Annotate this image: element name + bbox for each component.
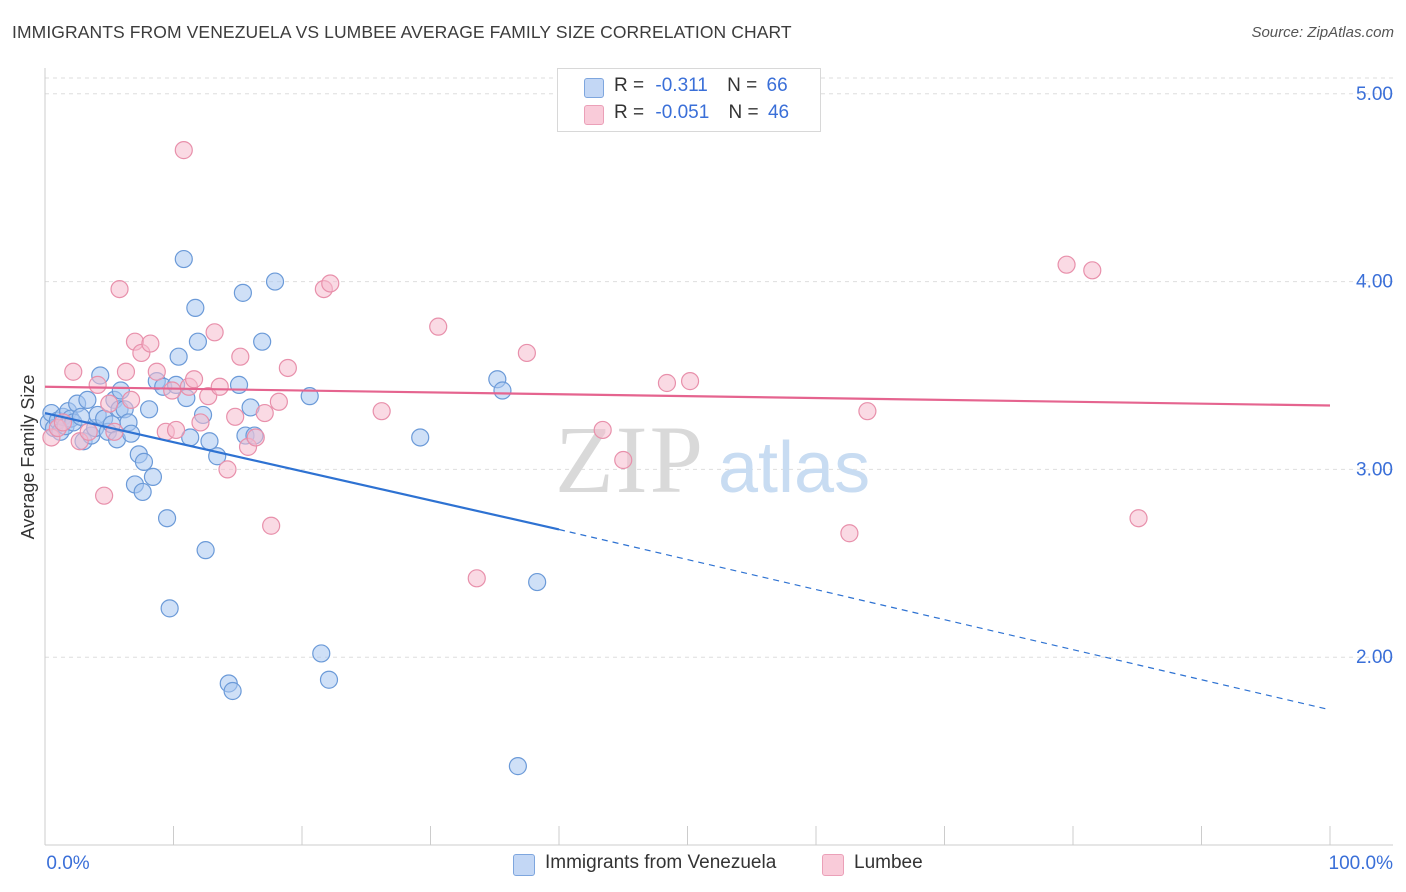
point-lumbee	[64, 362, 83, 381]
point-lumbee	[1129, 509, 1148, 528]
point-lumbee	[110, 279, 129, 299]
trend-line-lumbee	[44, 385, 1331, 407]
trend-line-venezuela	[44, 411, 560, 531]
point-lumbee	[467, 569, 486, 588]
x-tick-label: 0.0%	[46, 853, 89, 874]
point-lumbee	[429, 317, 448, 336]
point-lumbee	[121, 390, 141, 410]
point-lumbee	[269, 392, 288, 411]
bottom-legend-swatch-lumbee	[822, 854, 844, 876]
point-venezuela	[160, 599, 179, 618]
point-venezuela	[200, 432, 219, 451]
point-lumbee	[680, 372, 700, 391]
point-venezuela	[265, 272, 285, 291]
point-lumbee	[174, 141, 193, 160]
point-venezuela	[528, 572, 547, 592]
watermark-atlas: atlas	[718, 428, 870, 508]
point-lumbee	[1083, 261, 1102, 280]
legend-n-label: N =	[728, 102, 759, 123]
point-venezuela	[143, 467, 163, 487]
point-venezuela	[139, 400, 159, 419]
point-venezuela	[253, 332, 272, 351]
bottom-legend-swatch-venezuela	[513, 854, 535, 876]
point-lumbee	[88, 375, 107, 394]
gridlines	[45, 77, 1393, 658]
legend-swatch-lumbee	[584, 105, 604, 125]
point-lumbee	[278, 358, 297, 378]
point-lumbee	[593, 420, 612, 440]
point-lumbee	[1057, 255, 1076, 274]
legend-swatch-venezuela	[584, 78, 604, 98]
x-tick-label: 100.0%	[1329, 853, 1394, 874]
point-venezuela	[223, 681, 242, 701]
chart-title: IMMIGRANTS FROM VENEZUELA VS LUMBEE AVER…	[12, 22, 792, 42]
point-venezuela	[300, 387, 319, 406]
y-tick-label: 2.00	[1356, 647, 1393, 668]
point-lumbee	[147, 362, 166, 381]
point-venezuela	[319, 670, 339, 689]
trend-lines	[44, 385, 1331, 711]
legend-r-value-lumbee: -0.051	[655, 102, 710, 123]
point-venezuela	[78, 390, 97, 410]
point-venezuela	[133, 482, 152, 502]
point-venezuela	[134, 452, 154, 471]
point-lumbee	[184, 370, 204, 389]
point-lumbee	[226, 407, 245, 426]
y-tick-label: 4.00	[1356, 272, 1393, 293]
point-lumbee	[100, 394, 119, 413]
legend-r-label: R =	[614, 75, 645, 96]
point-venezuela	[186, 298, 205, 317]
point-lumbee	[255, 403, 274, 423]
source-label: Source: ZipAtlas.com	[1251, 24, 1394, 41]
point-venezuela	[157, 509, 177, 528]
legend-n-value-venezuela: 66	[766, 75, 788, 96]
y-tick-label: 5.00	[1356, 84, 1393, 105]
bottom-legend-label-lumbee: Lumbee	[854, 852, 923, 873]
point-lumbee	[858, 402, 877, 421]
point-venezuela	[312, 644, 331, 663]
point-venezuela	[196, 541, 215, 560]
legend-r-value-venezuela: -0.311	[655, 75, 708, 96]
point-lumbee	[166, 420, 186, 440]
point-lumbee	[105, 422, 124, 441]
point-venezuela	[169, 347, 188, 366]
point-lumbee	[141, 334, 160, 353]
point-lumbee	[517, 343, 536, 363]
point-lumbee	[210, 377, 229, 396]
point-lumbee	[657, 373, 677, 393]
point-lumbee	[205, 323, 224, 342]
point-lumbee	[95, 486, 114, 505]
point-venezuela	[229, 375, 249, 394]
point-venezuela	[233, 283, 252, 302]
point-lumbee	[231, 347, 250, 366]
point-venezuela	[411, 428, 430, 447]
point-lumbee	[116, 362, 136, 381]
point-lumbee	[262, 516, 281, 535]
axes	[44, 68, 1393, 846]
legend-r-label: R =	[614, 102, 645, 123]
point-lumbee	[321, 274, 340, 293]
legend-n-label: N =	[727, 75, 758, 96]
point-lumbee	[163, 381, 182, 400]
trend-line-venezuela-projection	[558, 528, 1331, 711]
point-lumbee	[840, 524, 859, 543]
bottom-legend-label-venezuela: Immigrants from Venezuela	[545, 852, 777, 873]
point-lumbee	[614, 450, 633, 470]
y-axis-label: Average Family Size	[18, 375, 38, 540]
point-venezuela	[493, 381, 512, 400]
point-lumbee	[191, 413, 210, 432]
point-venezuela	[508, 757, 527, 776]
point-lumbee	[79, 422, 98, 441]
point-lumbee	[218, 460, 237, 479]
point-lumbee	[246, 428, 265, 447]
data-points	[39, 141, 1148, 776]
tick-labels: 2.00 3.00 4.00 5.00 0.0% 100.0%	[46, 84, 1393, 874]
point-venezuela	[188, 332, 208, 351]
point-lumbee	[372, 402, 391, 421]
point-venezuela	[174, 249, 193, 269]
y-tick-label: 3.00	[1356, 459, 1393, 480]
legend: R = -0.311 N = 66 R = -0.051 N = 46	[557, 68, 821, 132]
legend-n-value-lumbee: 46	[767, 102, 790, 123]
